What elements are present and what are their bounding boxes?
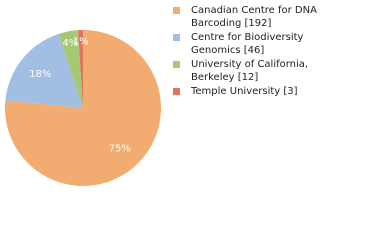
legend-label: University of California, Berkeley [12] (191, 59, 309, 83)
legend-label: Canadian Centre for DNA Barcoding [192] (191, 5, 317, 29)
legend-swatch (173, 61, 180, 68)
legend-item: Canadian Centre for DNA Barcoding [192] (172, 4, 331, 30)
pie-slice (58, 30, 83, 108)
slice-label: 4% (62, 38, 78, 49)
pie-slice (5, 33, 84, 109)
legend-swatch (173, 34, 180, 41)
slice-label: 18% (29, 69, 51, 80)
pie-slice (78, 30, 83, 108)
legend-swatch (173, 88, 180, 95)
slice-label: 75% (109, 143, 131, 154)
legend-label: Centre for Biodiversity Genomics [46] (191, 32, 304, 56)
legend-item: University of California, Berkeley [12] (172, 58, 331, 84)
legend-item: Centre for Biodiversity Genomics [46] (172, 31, 331, 57)
legend-item: Temple University [3] (172, 85, 331, 98)
pie-slice (5, 30, 162, 186)
legend: Canadian Centre for DNA Barcoding [192] C… (172, 4, 372, 99)
legend-swatch (173, 7, 180, 14)
legend-label: Temple University [3] (191, 86, 298, 97)
slice-label: 1% (73, 37, 89, 48)
